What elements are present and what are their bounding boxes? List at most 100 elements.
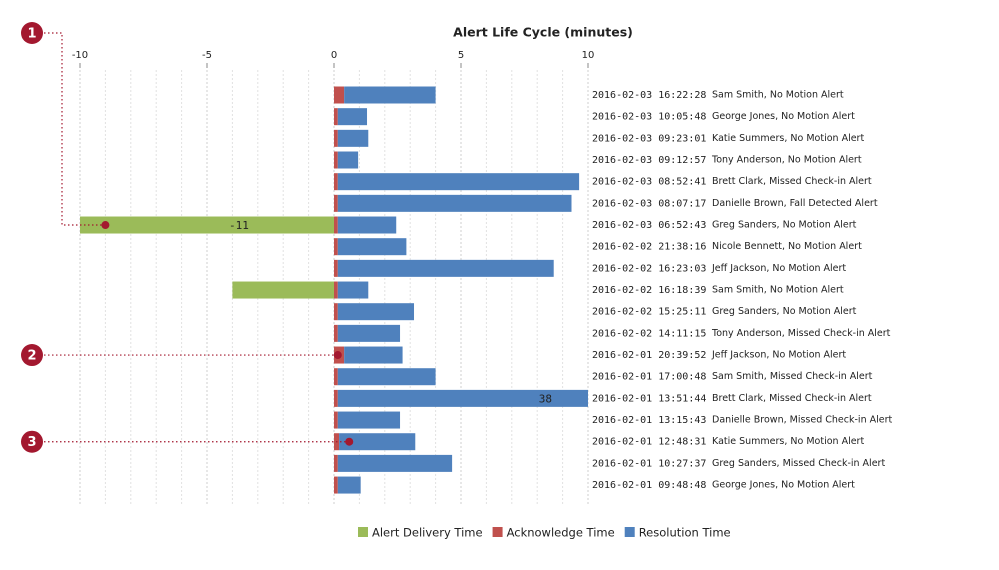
bar-segment <box>334 368 338 386</box>
description-label: Nicole Bennett, No Motion Alert <box>712 241 862 252</box>
bar-segment <box>337 216 397 234</box>
description-label: Greg Sanders, No Motion Alert <box>712 220 857 231</box>
category-label: 2016-02-03 10:05:48 <box>592 112 706 123</box>
legend-swatch <box>358 527 368 537</box>
description-label: Sam Smith, No Motion Alert <box>712 285 844 296</box>
bar-segment <box>337 411 401 429</box>
value-label: -11 <box>229 219 249 232</box>
description-label: Jeff Jackson, No Motion Alert <box>711 350 846 361</box>
bar-segment <box>334 216 338 234</box>
description-label: George Jones, No Motion Alert <box>712 111 855 122</box>
description-label: Katie Summers, No Motion Alert <box>712 133 864 144</box>
bar-segment <box>334 476 338 494</box>
callout-number: 2 <box>27 349 36 364</box>
bar-segment <box>337 368 436 386</box>
bar-segment <box>334 389 338 407</box>
bar-segment <box>344 346 403 364</box>
callout-number: 1 <box>27 27 36 42</box>
bar-segment <box>337 238 407 256</box>
category-label: 2016-02-01 09:48:48 <box>592 480 706 491</box>
category-label: 2016-02-03 08:52:41 <box>592 177 706 188</box>
bar-segment <box>337 194 572 212</box>
bar-segment <box>334 151 338 169</box>
category-label: 2016-02-02 16:18:39 <box>592 285 706 296</box>
bar-segment <box>337 108 368 126</box>
category-label: 2016-02-03 06:52:43 <box>592 220 706 231</box>
bar-segment <box>334 281 338 299</box>
bar-segment <box>337 129 369 147</box>
value-label: 38 <box>539 392 552 405</box>
bar-segment <box>337 281 369 299</box>
category-label: 2016-02-02 16:23:03 <box>592 263 706 274</box>
description-label: Greg Sanders, Missed Check-in Alert <box>712 458 885 469</box>
description-label: Danielle Brown, Fall Detected Alert <box>712 198 878 209</box>
x-tick-label: 0 <box>331 50 337 61</box>
bar-segment <box>337 476 361 494</box>
description-label: Jeff Jackson, No Motion Alert <box>711 263 846 274</box>
legend-label: Resolution Time <box>639 526 731 540</box>
plot-area <box>80 86 588 494</box>
description-label: Greg Sanders, No Motion Alert <box>712 306 857 317</box>
bar-segment <box>344 86 436 104</box>
bar-segment <box>337 389 588 407</box>
category-label: 2016-02-02 21:38:16 <box>592 242 706 253</box>
callout-number: 3 <box>27 435 36 450</box>
bar-segment <box>339 433 416 451</box>
legend-label: Alert Delivery Time <box>372 526 483 540</box>
bar-segment <box>334 194 338 212</box>
description-label: Brett Clark, Missed Check-in Alert <box>712 393 872 404</box>
description-label: Sam Smith, Missed Check-in Alert <box>712 371 873 382</box>
legend-label: Acknowledge Time <box>507 526 615 540</box>
description-label: Tony Anderson, Missed Check-in Alert <box>711 328 891 339</box>
description-label: Danielle Brown, Missed Check-in Alert <box>712 415 892 426</box>
bar-segment <box>80 216 334 234</box>
callout-badge <box>21 22 43 44</box>
description-label: Tony Anderson, No Motion Alert <box>711 155 862 166</box>
category-label: 2016-02-01 13:15:43 <box>592 415 706 426</box>
bar-segment <box>232 281 334 299</box>
category-label: 2016-02-02 15:25:11 <box>592 307 706 318</box>
category-label: 2016-02-03 09:12:57 <box>592 155 706 166</box>
bar-segment <box>334 411 338 429</box>
x-tick-label: 5 <box>458 50 464 61</box>
category-label: 2016-02-03 16:22:28 <box>592 90 706 101</box>
legend-swatch <box>624 527 635 537</box>
category-label: 2016-02-01 20:39:52 <box>592 350 706 361</box>
x-tick-label: -5 <box>202 50 212 61</box>
bar-segment <box>334 86 345 104</box>
x-tick-label: 10 <box>582 50 595 61</box>
bar-segment <box>334 259 338 277</box>
bar-segment <box>334 173 338 191</box>
category-label: 2016-02-01 17:00:48 <box>592 372 706 383</box>
x-tick-label: -10 <box>72 50 88 61</box>
category-label: 2016-02-01 13:51:44 <box>592 393 706 404</box>
description-label: Katie Summers, No Motion Alert <box>712 436 864 447</box>
bar-segment <box>337 303 415 321</box>
bar-segment <box>334 108 338 126</box>
bar-segment <box>334 454 338 472</box>
category-label: 2016-02-03 09:23:01 <box>592 133 706 144</box>
callout-badge <box>21 430 43 453</box>
bar-segment <box>334 303 338 321</box>
description-label: Sam Smith, No Motion Alert <box>712 90 844 101</box>
description-label: George Jones, No Motion Alert <box>712 480 855 491</box>
annotation-dot <box>333 351 342 360</box>
bar-segment <box>334 238 338 256</box>
callout-badge <box>21 344 43 367</box>
bar-segment <box>337 173 580 191</box>
callout-line <box>44 32 106 226</box>
category-label: 2016-02-03 08:07:17 <box>592 198 706 209</box>
bar-segment <box>334 324 338 342</box>
category-label: 2016-02-01 12:48:31 <box>592 437 706 448</box>
description-label: Brett Clark, Missed Check-in Alert <box>712 176 872 187</box>
bar-segment <box>337 151 359 169</box>
bar-segment <box>337 454 453 472</box>
category-label: 2016-02-01 10:27:37 <box>592 458 706 469</box>
bar-segment <box>334 129 338 147</box>
legend-swatch <box>492 527 503 537</box>
bar-segment <box>337 324 401 342</box>
chart-title: Alert Life Cycle (minutes) <box>453 25 633 40</box>
bar-segment <box>337 259 554 277</box>
category-label: 2016-02-02 14:11:15 <box>592 328 706 339</box>
